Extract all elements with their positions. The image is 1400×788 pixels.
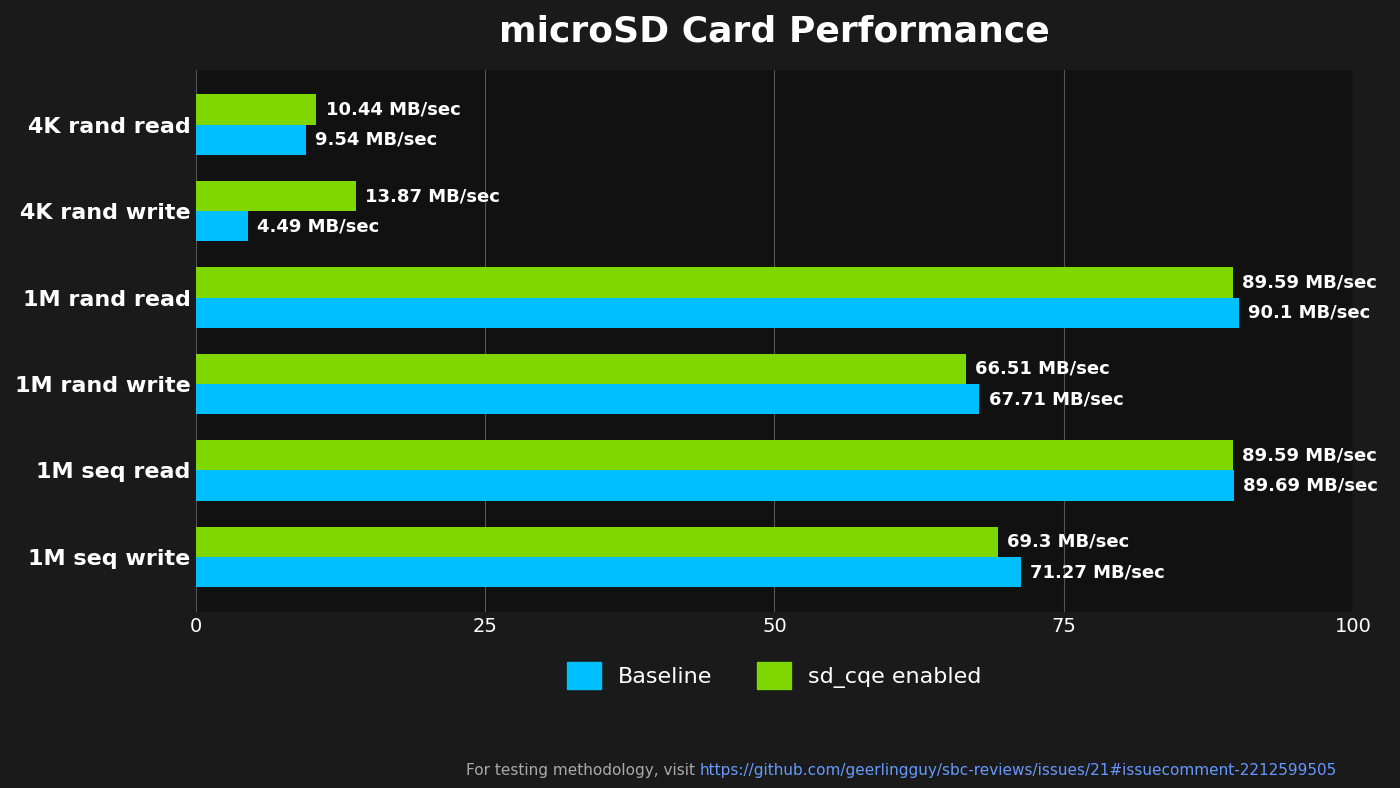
Title: microSD Card Performance: microSD Card Performance [498, 15, 1050, 49]
Text: 10.44 MB/sec: 10.44 MB/sec [326, 101, 461, 118]
Text: 66.51 MB/sec: 66.51 MB/sec [974, 360, 1110, 378]
Text: 13.87 MB/sec: 13.87 MB/sec [365, 187, 500, 205]
Text: 71.27 MB/sec: 71.27 MB/sec [1030, 563, 1165, 581]
Text: 4.49 MB/sec: 4.49 MB/sec [256, 217, 379, 236]
Bar [196, 298, 1239, 328]
Bar [196, 95, 316, 125]
Bar [196, 125, 307, 155]
Text: 69.3 MB/sec: 69.3 MB/sec [1007, 533, 1130, 551]
Bar [196, 384, 980, 414]
Text: 9.54 MB/sec: 9.54 MB/sec [315, 131, 438, 149]
Legend: Baseline, sd_cqe enabled: Baseline, sd_cqe enabled [559, 653, 991, 698]
Text: For testing methodology, visit: For testing methodology, visit [466, 763, 700, 779]
Text: 90.1 MB/sec: 90.1 MB/sec [1247, 303, 1371, 322]
Bar [196, 211, 248, 241]
Bar [196, 440, 1233, 470]
Text: https://github.com/geerlingguy/sbc-reviews/issues/21#issuecomment-2212599505: https://github.com/geerlingguy/sbc-revie… [700, 763, 1337, 779]
Bar [196, 354, 966, 384]
Bar [196, 557, 1021, 587]
Bar [196, 470, 1233, 500]
Text: 89.59 MB/sec: 89.59 MB/sec [1242, 273, 1378, 292]
Text: 89.69 MB/sec: 89.69 MB/sec [1243, 477, 1378, 495]
Bar [196, 181, 356, 211]
Text: 89.59 MB/sec: 89.59 MB/sec [1242, 446, 1378, 464]
Bar [196, 526, 998, 557]
Bar [196, 267, 1233, 298]
Text: 67.71 MB/sec: 67.71 MB/sec [988, 390, 1123, 408]
